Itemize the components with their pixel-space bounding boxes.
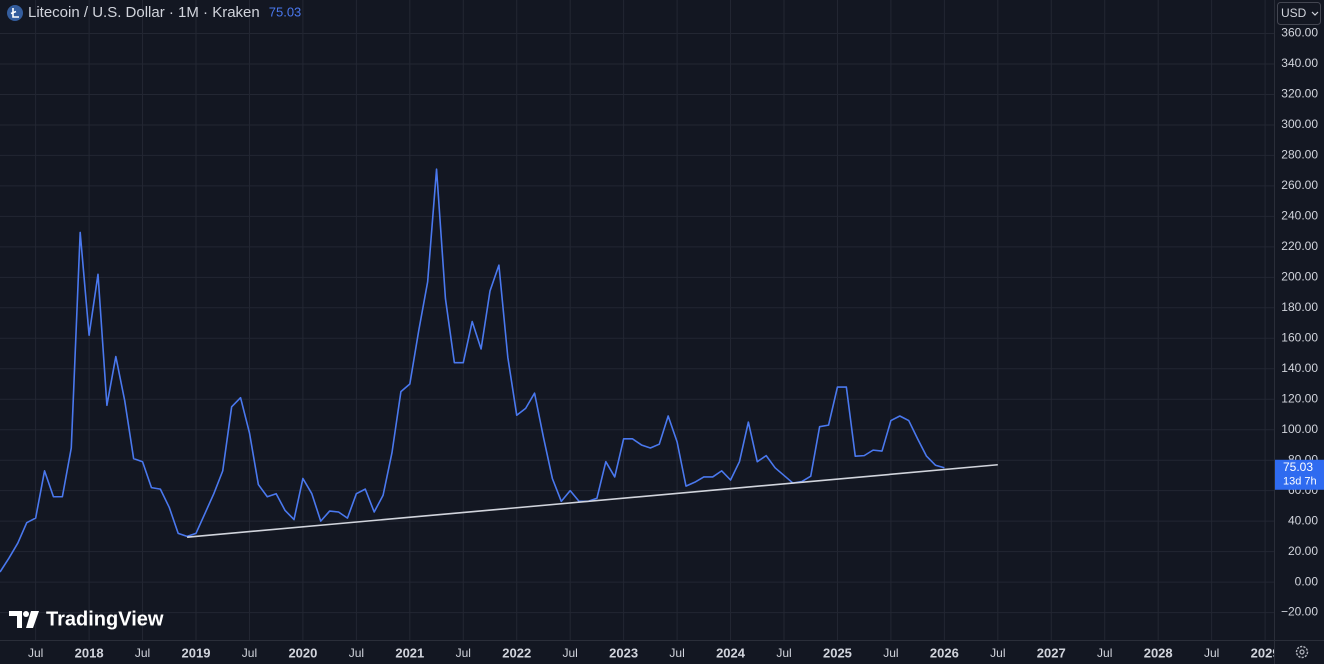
y-tick-label: 360.00 — [1281, 26, 1318, 40]
x-tick-label: Jul — [28, 646, 43, 660]
x-tick-label: 2026 — [930, 645, 959, 660]
y-tick-label: 140.00 — [1281, 361, 1318, 375]
x-tick-label: Jul — [776, 646, 791, 660]
y-tick-label: 100.00 — [1281, 422, 1318, 436]
x-tick-label: Jul — [1097, 646, 1112, 660]
x-tick-label: Jul — [349, 646, 364, 660]
y-tick-label: 200.00 — [1281, 270, 1318, 284]
chart-title: Litecoin / U.S. Dollar · 1M · Kraken — [28, 4, 260, 21]
y-tick-label: −20.00 — [1281, 605, 1318, 619]
coin-icon — [7, 5, 23, 21]
x-tick-label: 2023 — [609, 645, 638, 660]
currency-button[interactable] — [1277, 2, 1321, 25]
x-tick-label: Jul — [563, 646, 578, 660]
logo-mark — [9, 611, 22, 628]
currency-selector[interactable]: USD — [1277, 2, 1321, 25]
price-box-countdown: 13d 7h — [1283, 476, 1317, 488]
plot-area — [0, 168, 998, 573]
y-tick-label: 240.00 — [1281, 209, 1318, 223]
gear-inner[interactable] — [1299, 649, 1305, 655]
x-tick-label: Jul — [1204, 646, 1219, 660]
last-price: 75.03 — [269, 4, 302, 19]
price-box — [1275, 459, 1324, 490]
y-axis: −20.000.0020.0040.0060.0080.00100.00120.… — [1275, 26, 1324, 619]
x-tick-label: 2018 — [75, 645, 104, 660]
x-tick-label: 2027 — [1037, 645, 1066, 660]
x-axis: Jul 2018 Jul 2019 Jul 2020 Jul 2021 Jul 2022 Jul 20… — [28, 645, 1280, 660]
x-tick-label: Jul — [135, 646, 150, 660]
x-tick-label: 2022 — [502, 645, 531, 660]
price-line — [0, 168, 945, 573]
grid — [0, 0, 1274, 640]
price-box-value: 75.03 — [1283, 460, 1313, 474]
x-tick-label: Jul — [242, 646, 257, 660]
y-tick-label: 340.00 — [1281, 56, 1318, 70]
y-tick-label: 300.00 — [1281, 117, 1318, 131]
y-tick-label: 120.00 — [1281, 391, 1318, 405]
y-tick-label: 220.00 — [1281, 239, 1318, 253]
logo-mark — [26, 611, 39, 628]
logo-dot — [23, 611, 29, 617]
x-tick-label: 2019 — [182, 645, 211, 660]
trend-line — [187, 463, 998, 538]
x-tick-label: 2024 — [716, 645, 746, 660]
x-tick-label: 2029 — [1251, 645, 1280, 660]
x-tick-label: 2025 — [823, 645, 852, 660]
y-tick-label: 260.00 — [1281, 178, 1318, 192]
y-tick-label: 20.00 — [1288, 544, 1318, 558]
y-tick-label: 40.00 — [1288, 513, 1318, 527]
x-tick-label: Jul — [883, 646, 898, 660]
currency-label[interactable]: USD — [1281, 6, 1307, 20]
watermark-text: TradingView — [46, 608, 164, 630]
y-tick-label: 160.00 — [1281, 330, 1318, 344]
coin-icon-glyph — [10, 8, 19, 18]
watermark-logo — [9, 611, 39, 628]
x-tick-label: Jul — [990, 646, 1005, 660]
settings-button[interactable] — [1295, 645, 1309, 659]
y-tick-label: 180.00 — [1281, 300, 1318, 314]
x-tick-label: 2021 — [395, 645, 424, 660]
x-tick-label: 2020 — [288, 645, 317, 660]
chevron[interactable] — [1311, 11, 1319, 16]
x-tick-label: Jul — [669, 646, 684, 660]
y-tick-label: 320.00 — [1281, 87, 1318, 101]
y-tick-label: 280.00 — [1281, 148, 1318, 162]
y-tick-label: 0.00 — [1295, 574, 1319, 588]
gear-outer[interactable] — [1295, 645, 1309, 659]
x-tick-label: Jul — [456, 646, 471, 660]
x-tick-label: 2028 — [1144, 645, 1173, 660]
